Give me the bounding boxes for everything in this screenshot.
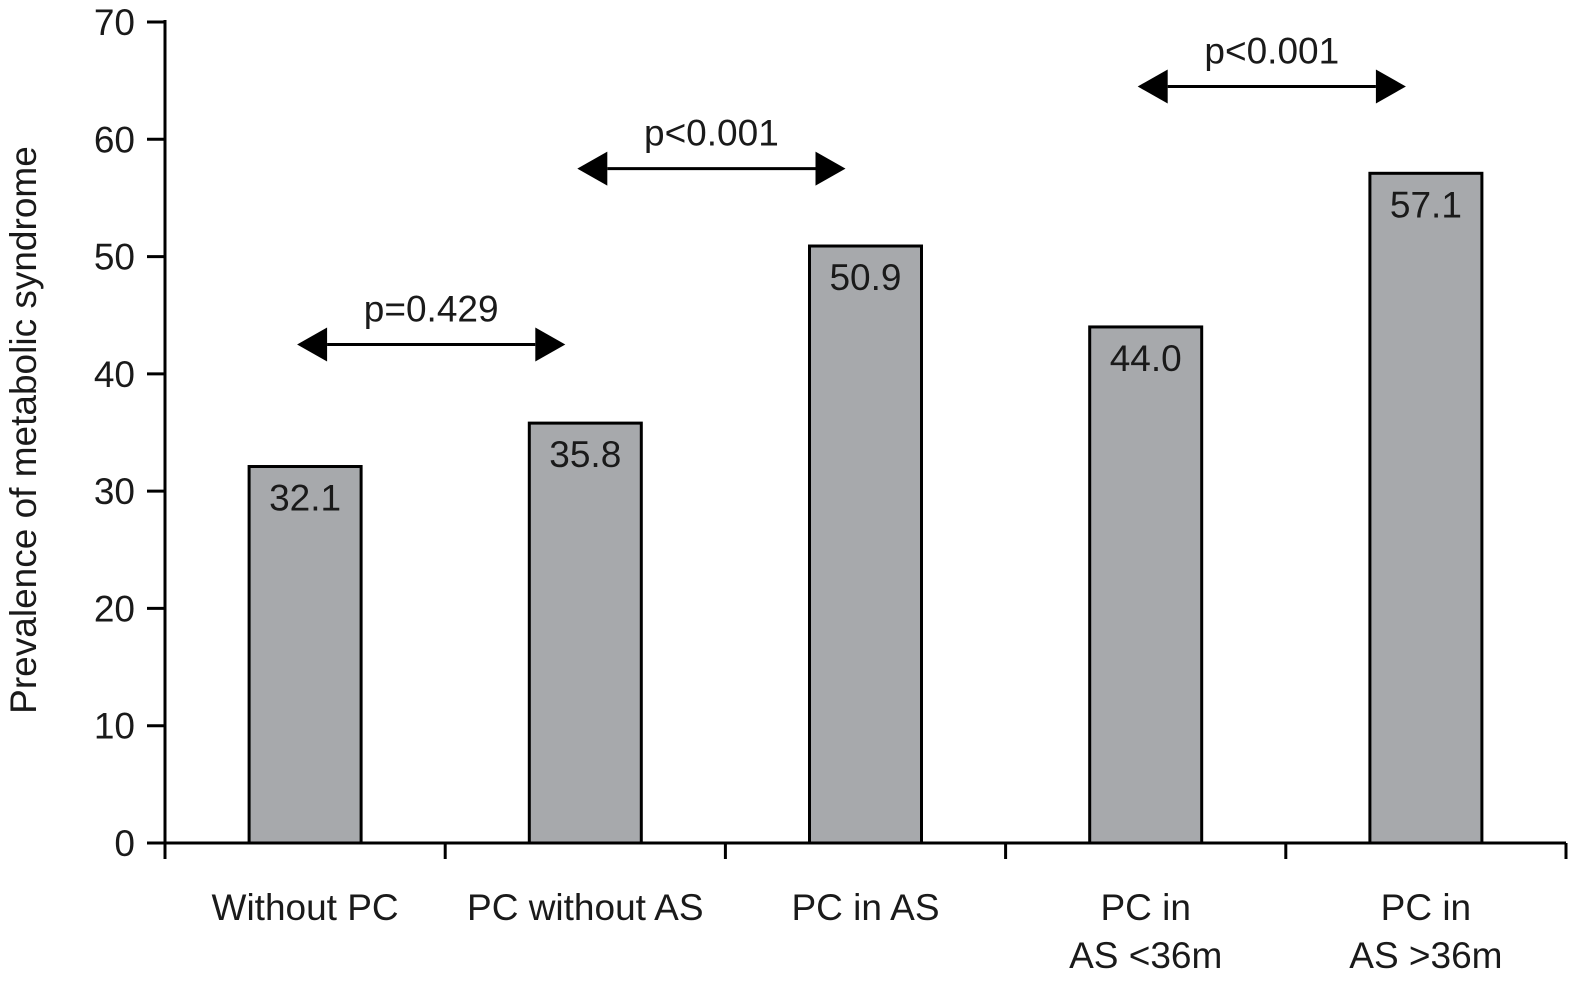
x-tick-label: PC without AS [467, 887, 704, 928]
bar [247, 465, 363, 845]
y-axis-title: Prevalence of metabolic syndrome [3, 146, 44, 714]
bar [808, 244, 923, 845]
arrow-right-icon [1375, 69, 1406, 104]
y-tick-label: 40 [94, 354, 135, 395]
bar-value-label: 44.0 [1110, 338, 1182, 379]
y-tick-label: 50 [94, 237, 135, 278]
bar [1368, 171, 1484, 845]
y-tick-label: 60 [94, 119, 135, 160]
arrow-right-icon [535, 327, 566, 362]
arrow-left-icon [577, 151, 608, 186]
y-axis: 0 10 20 30 40 50 60 70 [94, 2, 167, 864]
p-value-label: p<0.001 [644, 113, 779, 154]
bar-value-label: 50.9 [829, 257, 901, 298]
y-tick-label: 10 [94, 706, 135, 747]
bar-value-label: 57.1 [1390, 184, 1462, 225]
y-tick-label: 20 [94, 588, 135, 629]
bar-value-label: 35.8 [549, 434, 621, 475]
x-tick-label: Without PC [212, 887, 399, 928]
bar [1088, 325, 1204, 845]
significance-annotations: p=0.429 p<0.001 p<0.001 [297, 31, 1406, 362]
x-axis: Without PC PC without AS PC in AS PC in AS <… [163, 841, 1568, 976]
y-tick-label: 70 [94, 2, 135, 43]
y-tick-label: 30 [94, 471, 135, 512]
x-tick-label: PC in AS <36m [1069, 887, 1222, 976]
bar [527, 421, 643, 845]
bars: 32.1 35.8 50.9 44.0 57.1 [247, 171, 1484, 845]
bar-value-label: 32.1 [269, 478, 341, 519]
p-value-label: p<0.001 [1204, 31, 1339, 72]
p-value-label: p=0.429 [364, 289, 499, 330]
y-tick-label: 0 [114, 823, 135, 864]
arrow-left-icon [1137, 69, 1168, 104]
arrow-right-icon [815, 151, 846, 186]
x-tick-label: PC in AS [791, 887, 939, 928]
x-tick-label: PC in AS >36m [1349, 887, 1502, 976]
arrow-left-icon [297, 327, 328, 362]
